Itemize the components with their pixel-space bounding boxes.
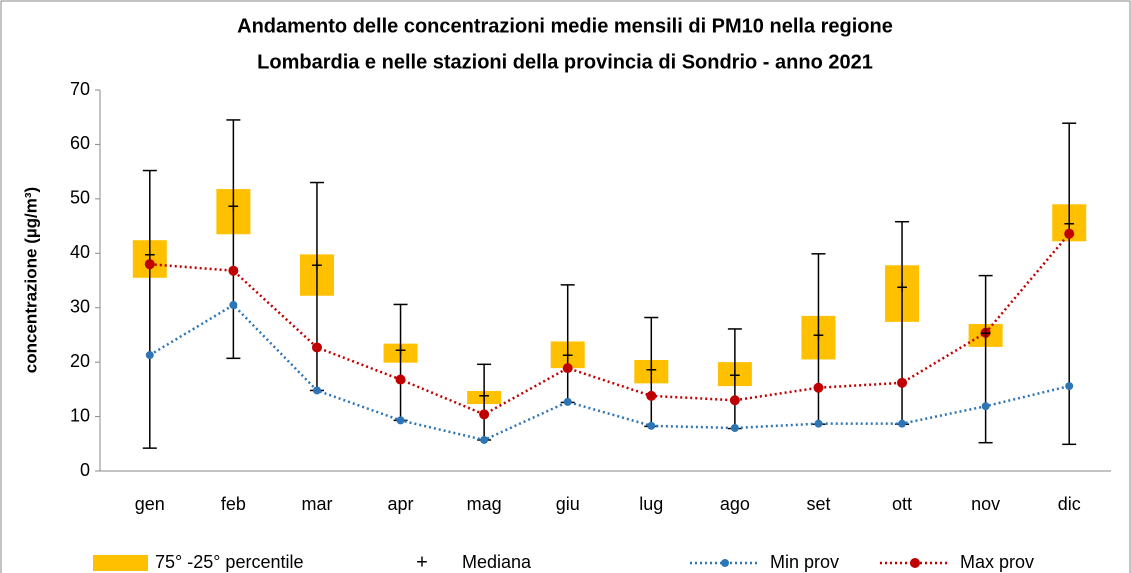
median-marker: + [395,340,407,362]
x-tick-label: gen [135,494,165,514]
marker [897,377,908,388]
x-tick-label: giu [556,494,580,514]
line [149,303,1070,442]
y-tick-label: 30 [70,296,90,316]
marker [396,416,405,425]
y-tick-label: 50 [70,188,90,208]
marker [480,435,489,444]
median-marker: + [896,277,908,299]
marker [813,382,824,393]
marker [898,419,907,428]
marker [229,300,238,309]
y-tick-label: 10 [70,405,90,425]
legend-label: Min prov [770,552,839,572]
marker [646,390,657,401]
median-marker: + [144,244,156,266]
median-marker: + [1063,213,1075,235]
marker [1064,228,1075,239]
x-tick-label: ago [720,494,750,514]
line [149,232,1071,416]
x-tick-label: feb [221,494,246,514]
marker [563,397,572,406]
x-tick-label: apr [388,494,414,514]
marker [228,265,239,276]
x-tick-label: nov [971,494,1000,514]
legend-label: 75° -25° percentile [155,552,303,572]
marker [981,402,990,411]
x-tick-label: mar [301,494,332,514]
y-tick-label: 70 [70,79,90,99]
x-tick-label: mag [467,494,502,514]
marker [814,419,823,428]
median-marker: + [562,345,574,367]
marker [1065,382,1074,391]
marker [730,424,739,433]
marker [312,386,321,395]
x-tick-label: lug [639,494,663,514]
y-tick-label: 40 [70,242,90,262]
chart-title: Andamento delle concentrazioni medie men… [237,15,893,37]
legend-symbol: + [416,551,428,573]
legend-marker [910,558,920,568]
y-axis-label: concentrazione (µg/m³) [21,187,40,373]
legend-label: Mediana [462,552,532,572]
x-tick-label: set [806,494,830,514]
median-marker: + [311,255,323,277]
legend-label: Max prov [960,552,1034,572]
median-marker: + [228,196,240,218]
median-marker: + [478,385,490,407]
median-marker: + [813,325,825,347]
legend-marker [721,559,729,567]
marker [395,374,406,385]
median-marker: + [729,365,741,387]
median-marker: + [645,360,657,382]
chart-title: Lombardia e nelle stazioni della provinc… [257,51,873,73]
marker [479,409,490,420]
y-tick-label: 20 [70,351,90,371]
x-tick-label: ott [892,494,912,514]
marker [311,342,322,353]
median-marker: + [980,323,992,345]
marker [562,363,573,374]
marker [145,351,154,360]
y-tick-label: 60 [70,133,90,153]
x-tick-label: dic [1058,494,1081,514]
marker [729,395,740,406]
y-tick-label: 0 [80,460,90,480]
legend-swatch [93,555,148,571]
marker [647,421,656,430]
marker [980,327,991,338]
marker [144,259,155,270]
